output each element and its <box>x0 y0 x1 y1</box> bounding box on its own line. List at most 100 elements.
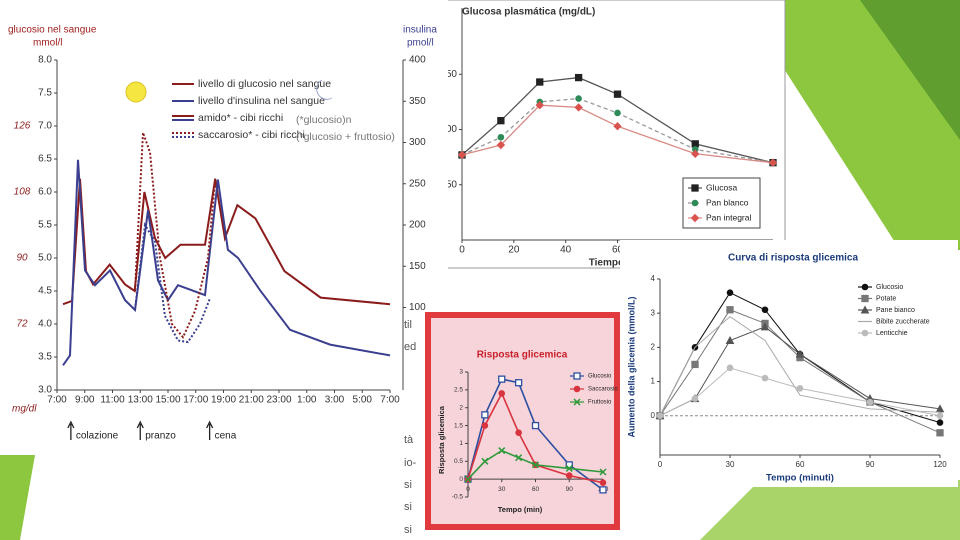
x-tick-label: 30 <box>726 460 735 469</box>
x-axis-label: Tempo (minuti) <box>766 473 834 484</box>
marker <box>481 411 489 419</box>
text-fragment: si <box>404 501 412 513</box>
marker <box>691 149 700 159</box>
mg-tick-label: 90 <box>16 253 28 264</box>
marker <box>575 95 582 102</box>
y-tick-label: 4.0 <box>38 319 52 330</box>
marker <box>725 335 735 345</box>
x-tick-label: 90 <box>566 486 574 493</box>
x-tick-label: 21:00 <box>239 395 264 406</box>
legend-label: Pan blanco <box>706 197 749 207</box>
chart-title: Curva di risposta glicemica <box>728 253 858 264</box>
text-fragment: si <box>404 479 412 491</box>
y-tick-label: 3 <box>459 369 463 376</box>
legend-label: Fruttosio <box>588 400 612 406</box>
text-fragment: ed <box>404 341 416 353</box>
marker <box>497 117 505 125</box>
x-tick-label: 60 <box>612 245 624 256</box>
marker <box>861 283 869 291</box>
marker <box>515 454 523 462</box>
marker <box>936 429 944 437</box>
x-tick-label: 3:00 <box>325 395 345 406</box>
mg-tick-label: 72 <box>16 319 28 330</box>
y-tick-label: 2.5 <box>454 387 463 394</box>
y-axis-label: Aumento della glicemia (mmol/L) <box>626 296 636 437</box>
marker <box>599 486 607 494</box>
mg-tick-label: 126 <box>14 121 31 132</box>
x-tick-label: 9:00 <box>75 395 95 406</box>
marker <box>691 360 699 369</box>
legend-label: Bibite zuccherate <box>876 318 930 325</box>
marker <box>573 372 581 380</box>
y-tick-label: 5.0 <box>38 253 52 264</box>
marker <box>726 306 734 314</box>
marker <box>514 379 523 387</box>
y-tick-label: 3 <box>651 308 656 317</box>
y-tick-label: 0 <box>651 411 656 420</box>
marker <box>760 322 770 331</box>
y-tick-label: 1 <box>651 377 656 386</box>
marker <box>535 101 544 110</box>
chart-title: Risposta glicemica <box>477 350 568 361</box>
marker <box>768 158 778 167</box>
y-axis-label: Risposta glicemica <box>437 405 446 474</box>
decor <box>0 455 35 540</box>
marker <box>861 329 869 337</box>
x-axis-label: Tempo (min) <box>498 505 543 514</box>
y-tick-label: 50 <box>446 179 458 190</box>
marker <box>496 140 506 150</box>
legend-label: saccarosio* - cibi ricchi <box>198 129 305 141</box>
x-tick-label: 17:00 <box>183 395 208 406</box>
marker <box>726 364 734 372</box>
legend-label: amido* - cibi ricchi <box>198 112 283 124</box>
marker <box>691 184 699 192</box>
annotation: cena <box>215 431 237 442</box>
legend-label: Pane bianco <box>876 307 915 314</box>
x-tick-label: 0 <box>658 460 663 469</box>
marker <box>498 390 506 397</box>
marker <box>565 464 573 472</box>
marker <box>761 306 769 314</box>
chart-frame <box>620 240 958 487</box>
y2-axis-title: insulina <box>403 25 437 36</box>
chart: 0 1 2 3 4 0 30 60 90 120 Curva di risposta glicemi… <box>620 240 958 487</box>
y-tick-label: 3.0 <box>38 385 52 396</box>
marker <box>574 103 583 112</box>
legend-label: Lenticchie <box>876 330 908 337</box>
marker <box>691 140 699 148</box>
x-tick-label: 13:00 <box>128 395 153 406</box>
y-tick-label: 1 <box>459 440 463 447</box>
legend-label: Pan integral <box>706 212 751 222</box>
y2-tick-label: 350 <box>409 96 426 107</box>
marker <box>497 133 505 141</box>
y-tick-label: 150 <box>440 69 457 80</box>
marker <box>726 289 734 296</box>
y-tick-label: 8.0 <box>38 55 52 66</box>
moon-icon <box>316 79 333 100</box>
series-line <box>134 132 217 340</box>
y-tick-label: 7.0 <box>38 121 52 132</box>
y-tick-label: 2 <box>459 404 463 411</box>
note: (*glucosio + fruttosio) <box>296 131 395 143</box>
chart: 50 100 150 0 20 40 60 Glucosa plasmática (mg/dL… <box>439 0 786 269</box>
marker <box>691 395 699 402</box>
y-tick-label: 0.5 <box>454 458 463 465</box>
y-tick-label: 5.5 <box>38 220 52 231</box>
marker <box>861 294 869 303</box>
marker <box>860 305 870 314</box>
marker <box>795 349 805 358</box>
sun-icon <box>125 81 147 103</box>
annotation-arrow <box>67 420 75 440</box>
marker <box>457 150 467 160</box>
y2-tick-label: 400 <box>409 55 426 66</box>
note: (*glucosio)n <box>296 114 352 126</box>
x-tick-label: 7:00 <box>380 395 400 406</box>
y2-axis-unit: pmol/l <box>407 38 434 49</box>
marker <box>613 90 622 98</box>
y-tick-label: -0.5 <box>452 494 464 501</box>
marker <box>656 412 664 419</box>
marker <box>536 78 544 86</box>
x-tick-label: 0 <box>459 245 465 256</box>
series-line <box>62 159 391 366</box>
